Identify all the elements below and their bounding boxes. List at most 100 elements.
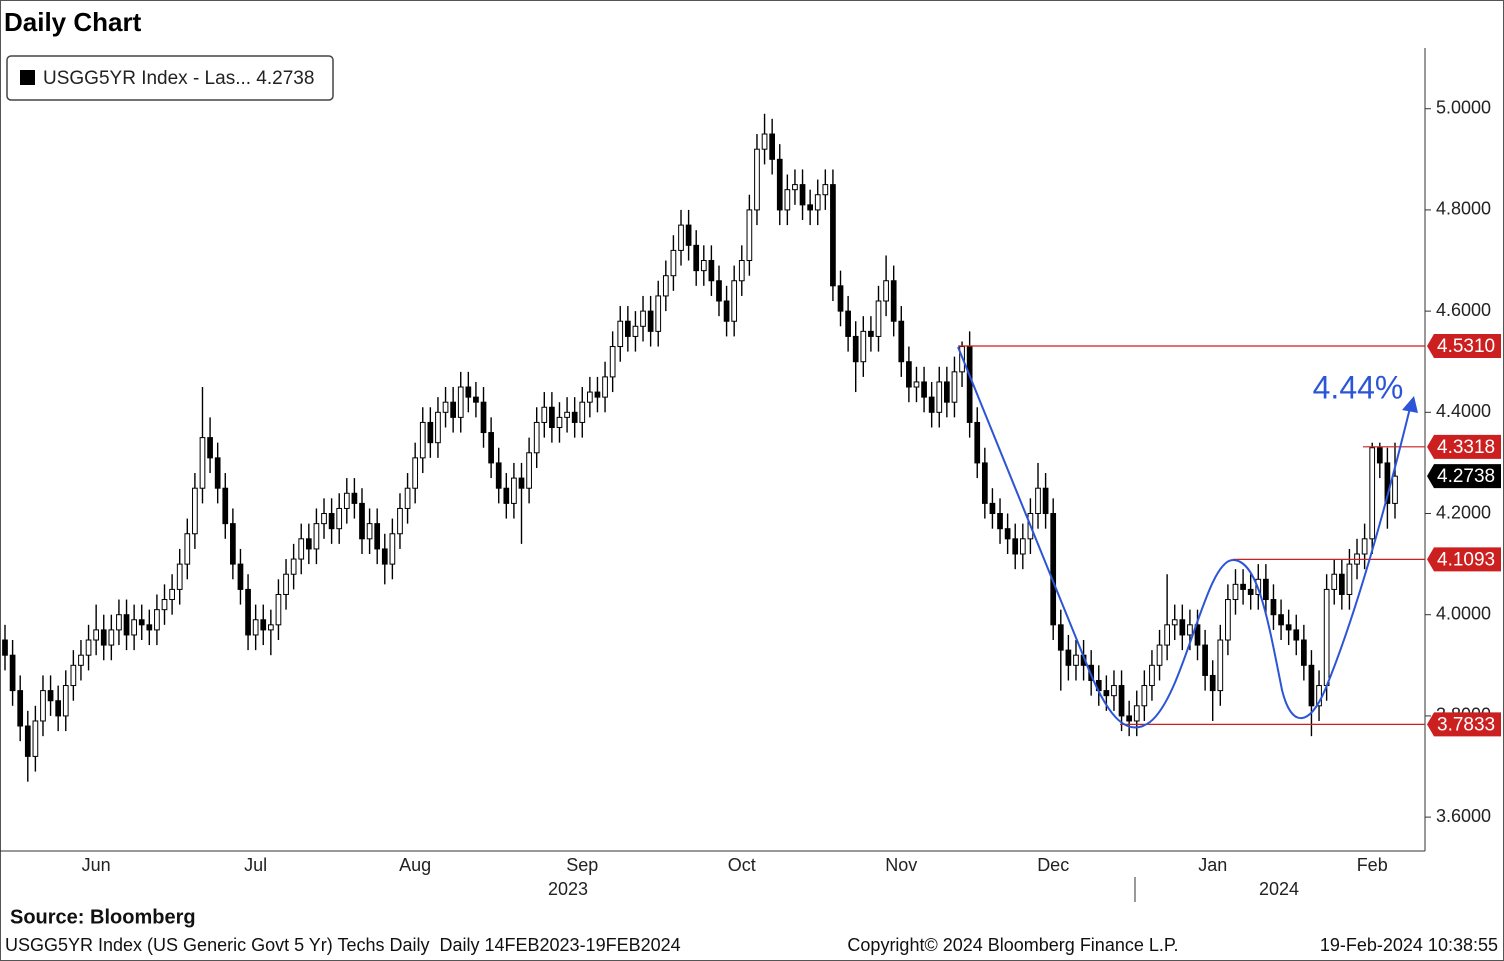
candle-body — [1164, 624, 1170, 646]
candle-body — [647, 310, 654, 332]
candle-body — [78, 654, 84, 666]
candle-body — [921, 381, 927, 398]
y-tick-label: 4.4000 — [1436, 401, 1491, 421]
x-tick-label: Jul — [244, 855, 267, 875]
annotation: 4.44% — [1313, 369, 1404, 405]
candle-body — [511, 477, 517, 504]
candle-body — [146, 624, 153, 631]
candle-body — [533, 421, 540, 454]
candle-body — [1225, 599, 1231, 641]
candle-body — [1118, 685, 1125, 717]
last-badge — [1427, 464, 1501, 489]
candle-body — [17, 690, 24, 727]
candle-body — [731, 280, 738, 322]
candle-body — [1263, 578, 1269, 601]
candle-body — [116, 614, 122, 631]
y-tick-label: 4.2000 — [1436, 502, 1491, 522]
candle-body — [1270, 599, 1277, 616]
pattern-curve — [957, 346, 1411, 729]
candle-body — [716, 280, 722, 302]
candle-body — [473, 396, 479, 403]
candle-body — [579, 401, 586, 423]
level-badge — [1427, 434, 1501, 459]
candle-body — [662, 275, 669, 297]
candle-body — [632, 325, 639, 337]
candle-body — [951, 371, 958, 403]
candle-body — [260, 619, 267, 631]
candle-body — [906, 361, 912, 388]
y-tick-label: 4.6000 — [1436, 300, 1491, 320]
candle-body — [845, 310, 851, 337]
candle-body — [875, 300, 882, 337]
candle-body — [336, 507, 343, 530]
candle-body — [814, 194, 821, 211]
candle-body — [503, 487, 510, 504]
candle-body — [465, 386, 472, 398]
candle-body — [32, 720, 39, 757]
candle-body — [214, 457, 221, 489]
candle-body — [830, 184, 836, 287]
candle-body — [928, 396, 935, 413]
candle-body — [852, 335, 859, 363]
candle-body — [1217, 639, 1224, 692]
candle-body — [1141, 685, 1148, 707]
x-tick-label: Feb — [1357, 855, 1388, 875]
candle-body — [267, 624, 274, 631]
candle-body — [1247, 588, 1254, 595]
source: Source: Bloomberg — [10, 906, 196, 928]
candle-body — [488, 432, 494, 464]
candle-body — [776, 158, 783, 211]
legend-label: USGG5YR Index - Las... 4.2738 — [43, 68, 314, 89]
candle-body — [1187, 624, 1193, 636]
candle-body — [518, 477, 525, 489]
candle-body — [617, 320, 624, 348]
candle-body — [1149, 664, 1155, 687]
candle-body — [85, 639, 92, 656]
candle-body — [883, 280, 889, 302]
candle-body — [1293, 629, 1300, 641]
candle-body — [602, 376, 608, 398]
candle-body — [397, 507, 403, 535]
candle-body — [412, 457, 419, 489]
candle-body — [313, 523, 320, 550]
candle-body — [321, 513, 327, 525]
candle-body — [685, 224, 692, 246]
candle-body — [1042, 487, 1049, 515]
candle-body — [328, 513, 335, 530]
candle-body — [1240, 583, 1246, 590]
candle-body — [746, 209, 753, 262]
candle-body — [1035, 487, 1041, 515]
level-badge — [1427, 334, 1501, 359]
candle-body — [564, 411, 570, 418]
candle-body — [1171, 619, 1178, 626]
candle-body — [1073, 654, 1079, 666]
candle-body — [305, 538, 312, 550]
candle-body — [435, 411, 441, 444]
candle-body — [1361, 538, 1368, 555]
candle-body — [1156, 644, 1163, 666]
candle-body — [837, 285, 844, 312]
candle-body — [1338, 573, 1345, 595]
candle-body — [700, 260, 707, 272]
candle-body — [1012, 538, 1019, 555]
candle-body — [154, 609, 160, 631]
candle-body — [807, 204, 813, 211]
candle-body — [1300, 639, 1307, 666]
candle-body — [374, 523, 381, 550]
candle-body — [792, 184, 798, 191]
candle-body — [624, 320, 631, 337]
candle-body — [1179, 619, 1186, 636]
candle-body — [389, 533, 396, 565]
candle-body — [108, 629, 115, 646]
level-label: 4.3318 — [1437, 437, 1495, 458]
candle-body — [381, 548, 388, 565]
candle-body — [450, 401, 456, 418]
candle-body — [427, 421, 434, 444]
candle-body — [1323, 588, 1330, 687]
y-tick-label: 4.0000 — [1436, 603, 1491, 623]
candle-body — [966, 346, 973, 423]
candle-body — [587, 391, 593, 403]
candle-body — [541, 406, 548, 423]
candle-body — [404, 487, 411, 509]
footer-center: Copyright© 2024 Bloomberg Finance L.P. — [847, 935, 1178, 955]
